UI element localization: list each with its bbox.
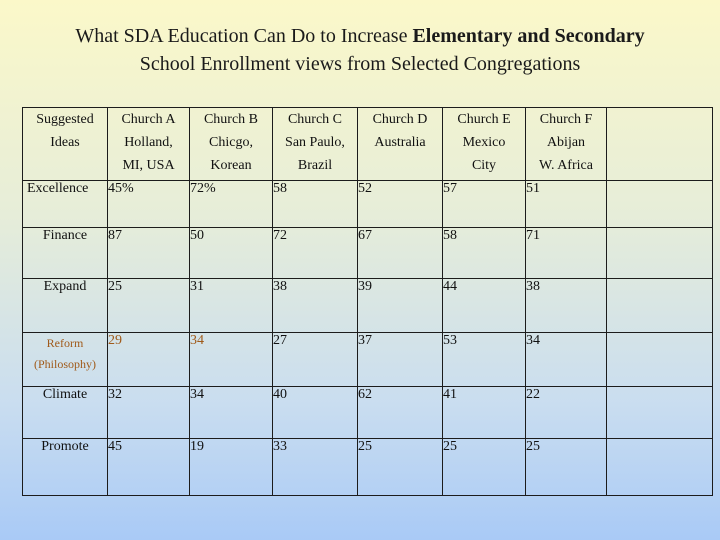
table-cell: 34 <box>525 332 607 387</box>
header-cell-empty <box>606 107 713 181</box>
row-label: Excellence <box>22 180 108 228</box>
row-label: Finance <box>22 227 108 279</box>
table-cell: 72 <box>272 227 358 279</box>
table-cell: 33 <box>272 438 358 496</box>
table-cell: 67 <box>357 227 443 279</box>
table-cell: 32 <box>107 386 190 439</box>
title-emphasis: Elementary and Secondary <box>412 25 645 47</box>
table-cell <box>606 180 713 228</box>
table-cell: 34 <box>189 386 273 439</box>
table-cell: 41 <box>442 386 526 439</box>
header-row: Suggested Ideas Church A Holland, MI, USA C… <box>22 107 713 181</box>
table-cell: 51 <box>525 180 607 228</box>
header-cell: Church B Chicgo, Korean <box>189 107 273 181</box>
slide-title: What SDA Education Can Do to Increase El… <box>30 22 690 78</box>
table-cell: 38 <box>272 278 358 333</box>
table-cell: 34 <box>189 332 273 387</box>
header-cell: Church F Abijan W. Africa <box>525 107 607 181</box>
row-label: Reform (Philosophy) <box>22 332 108 387</box>
table-cell: 27 <box>272 332 358 387</box>
table-cell: 72% <box>189 180 273 228</box>
table-cell: 22 <box>525 386 607 439</box>
table-cell: 39 <box>357 278 443 333</box>
header-cell: Church D Australia <box>357 107 443 181</box>
row-label: Expand <box>22 278 108 333</box>
title-line2: School Enrollment views from Selected Co… <box>139 53 581 75</box>
table-cell: 38 <box>525 278 607 333</box>
table-cell: 19 <box>189 438 273 496</box>
table-cell: 58 <box>272 180 358 228</box>
table-cell: 71 <box>525 227 607 279</box>
table-cell: 25 <box>357 438 443 496</box>
table-cell <box>606 332 713 387</box>
enrollment-table: Suggested Ideas Church A Holland, MI, USA C… <box>22 107 713 496</box>
table-row: Reform (Philosophy) 29 34 27 37 53 34 <box>22 332 713 387</box>
table-row: Expand 25 31 38 39 44 38 <box>22 278 713 333</box>
header-cell: Church A Holland, MI, USA <box>107 107 190 181</box>
table-cell: 50 <box>189 227 273 279</box>
row-label: Promote <box>22 438 108 496</box>
table-row: Finance 87 50 72 67 58 71 <box>22 227 713 279</box>
table-cell: 53 <box>442 332 526 387</box>
table-cell <box>606 227 713 279</box>
table-row: Climate 32 34 40 62 41 22 <box>22 386 713 439</box>
table-cell: 44 <box>442 278 526 333</box>
table-cell: 25 <box>107 278 190 333</box>
table-cell: 57 <box>442 180 526 228</box>
row-label: Climate <box>22 386 108 439</box>
table-cell: 29 <box>107 332 190 387</box>
table-row: Excellence 45% 72% 58 52 57 51 <box>22 180 713 228</box>
table-cell <box>606 278 713 333</box>
table-cell: 40 <box>272 386 358 439</box>
header-cell: Church C San Paulo, Brazil <box>272 107 358 181</box>
title-part1: What SDA Education Can Do to Increase <box>75 25 413 47</box>
header-cell: Suggested Ideas <box>22 107 108 181</box>
table-cell: 45 <box>107 438 190 496</box>
table-cell: 87 <box>107 227 190 279</box>
table-cell: 25 <box>525 438 607 496</box>
table-cell: 37 <box>357 332 443 387</box>
table-cell: 58 <box>442 227 526 279</box>
table-cell <box>606 386 713 439</box>
table-cell: 25 <box>442 438 526 496</box>
table-cell <box>606 438 713 496</box>
table-row: Promote 45 19 33 25 25 25 <box>22 438 713 496</box>
table-cell: 45% <box>107 180 190 228</box>
header-cell: Church E Mexico City <box>442 107 526 181</box>
table-cell: 52 <box>357 180 443 228</box>
table-cell: 62 <box>357 386 443 439</box>
table-cell: 31 <box>189 278 273 333</box>
